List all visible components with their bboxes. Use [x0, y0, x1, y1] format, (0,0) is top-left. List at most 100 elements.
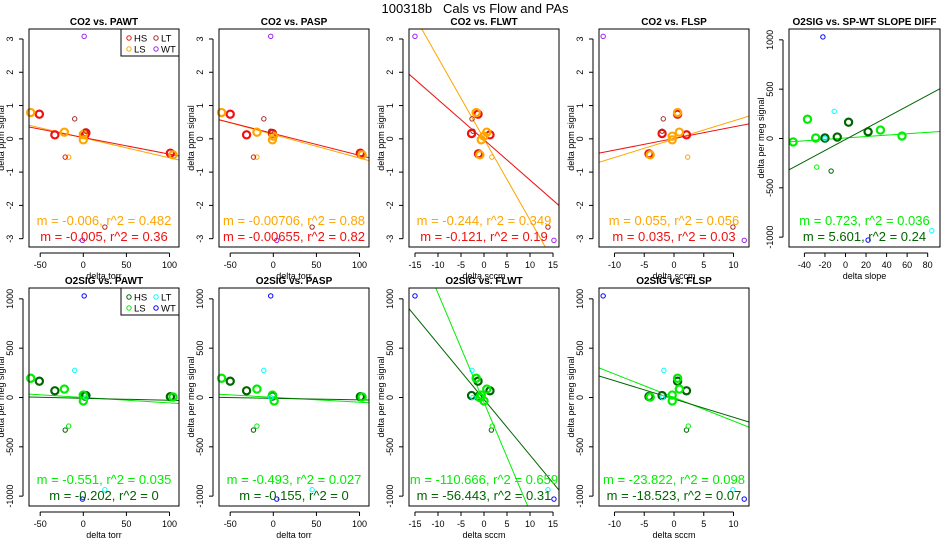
fit-annotation: m = -18.523, r^2 = 0.07	[607, 488, 742, 503]
fit-annotation: m = -56.443, r^2 = 0.31	[417, 488, 552, 503]
legend-marker-icon	[126, 35, 132, 41]
fit-line	[435, 288, 529, 506]
x-tick-label: 0	[81, 260, 86, 270]
x-tick-label: 10	[525, 260, 535, 270]
x-tick-label: 0	[671, 519, 676, 529]
data-point-ls	[471, 373, 481, 383]
data-point-wt	[274, 237, 280, 244]
points	[788, 34, 935, 243]
y-tick-label: 500	[385, 341, 395, 356]
data-point-ls	[168, 150, 178, 160]
x-tick-label: 100	[162, 519, 177, 529]
x-tick-label: -15	[408, 260, 421, 270]
y-tick-label: 0	[195, 395, 205, 400]
data-point-hs	[832, 132, 842, 142]
data-point-hs	[355, 148, 366, 158]
data-point-lt	[83, 394, 89, 401]
data-point-ls	[26, 373, 36, 383]
fit-line	[29, 396, 179, 401]
fit-line	[29, 124, 179, 161]
fit-line	[29, 126, 179, 157]
y-tick-label: -500	[765, 179, 775, 197]
data-point-ls	[667, 131, 677, 141]
data-point-lt	[469, 367, 475, 374]
x-tick-label: -10	[431, 519, 444, 529]
plot-frame	[408, 287, 560, 507]
y-tick-label: 0	[765, 136, 775, 141]
points	[26, 33, 178, 244]
y-tick-label: -2	[385, 201, 395, 209]
legend: HS LT LS WT	[120, 28, 180, 57]
y-tick-label: 0	[5, 395, 15, 400]
x-tick-label: 0	[81, 519, 86, 529]
data-point-wt	[551, 496, 557, 502]
x-axis: -50 0 50 100 delta torr	[34, 511, 177, 540]
y-tick-label: 3	[5, 36, 15, 41]
fit-annotation: m = -110.666, r^2 = 0.659	[410, 472, 558, 487]
data-point-ls	[471, 107, 481, 118]
fit-lines	[29, 393, 179, 405]
x-tick-label: 0	[271, 519, 276, 529]
data-point-wt	[741, 496, 747, 502]
fit-line	[219, 119, 369, 159]
panel-title: O2SIG vs. FLSP	[636, 276, 712, 287]
x-axis-label: delta torr	[276, 271, 312, 281]
data-point-lt	[268, 394, 274, 401]
y-tick-label: -500	[575, 438, 585, 456]
x-tick-label: -50	[34, 519, 47, 529]
y-axis: -1000 -500 0 500 1000 delta per meg signal	[186, 289, 214, 508]
fit-annotation: m = -0.121, r^2 = 0.19	[420, 229, 548, 244]
y-axis-label: delta ppm signal	[0, 105, 6, 171]
y-tick-label: -1000	[385, 485, 395, 508]
y-tick-label: 0	[575, 395, 585, 400]
data-point-hs	[225, 109, 235, 119]
x-tick-label: -5	[457, 519, 465, 529]
data-point-ls	[811, 133, 821, 143]
x-tick-label: -20	[818, 260, 831, 270]
y-tick-label: 0	[5, 136, 15, 141]
data-point-lt	[102, 487, 108, 493]
y-tick-label: -1	[5, 168, 15, 176]
data-point-lt	[545, 487, 551, 493]
data-point-lt	[822, 135, 828, 142]
data-point-wt	[81, 293, 87, 299]
y-axis-label: delta per meg signal	[376, 356, 386, 437]
y-axis-label: delta ppm signal	[376, 105, 386, 171]
data-point-ls	[357, 392, 367, 402]
x-tick-label: 60	[902, 260, 912, 270]
x-tick-label: 20	[861, 260, 871, 270]
panel-title: CO2 vs. PAWT	[70, 17, 138, 28]
y-tick-label: -1000	[765, 226, 775, 249]
data-point-wt	[551, 237, 557, 244]
data-point-hs	[50, 130, 60, 140]
y-tick-label: -500	[385, 438, 395, 456]
legend-label: LT	[161, 293, 172, 304]
data-point-lt	[469, 116, 475, 122]
data-point-lt	[661, 367, 667, 374]
plot-frame	[28, 287, 180, 507]
data-point-ls-small	[489, 423, 495, 429]
data-point-lt	[831, 108, 837, 115]
data-point-ls	[667, 390, 677, 400]
data-point-ls	[475, 150, 485, 160]
panel-o2sig-spwt-slope-diff: O2SIG vs. SP-WT SLOPE DIFF m = 0.723, r^2…	[756, 17, 941, 281]
x-axis: -50 0 50 100 delta torr	[224, 511, 367, 540]
legend-marker-icon	[126, 305, 132, 311]
x-tick-label: 15	[548, 260, 558, 270]
y-tick-label: 2	[385, 70, 395, 75]
fit-annotation: m = 0.723, r^2 = 0.036	[799, 213, 929, 228]
y-tick-label: -1000	[5, 485, 15, 508]
plot-frame	[408, 28, 560, 248]
fit-annotation: m = -0.244, r^2 = 0.349	[417, 213, 552, 228]
x-axis: -40 -20 0 20 40 60 80 delta slope	[798, 252, 933, 281]
legend-box	[120, 287, 180, 316]
data-point-hs	[50, 386, 60, 396]
data-point-ls	[674, 127, 685, 137]
y-axis: -1000 -500 0 500 1000 delta per meg signal	[756, 30, 784, 249]
panel-co2-pasp: CO2 vs. PASP m = -0.00706, r^2 = 0.88m = …	[186, 17, 370, 281]
data-point-ls	[672, 373, 683, 383]
data-point-lt	[659, 394, 666, 401]
x-tick-label: -5	[640, 519, 648, 529]
